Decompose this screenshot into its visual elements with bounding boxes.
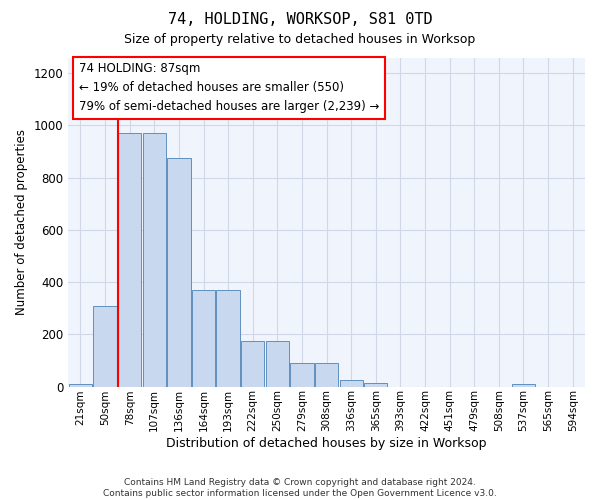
Bar bbox=[167, 158, 191, 386]
Bar bbox=[143, 133, 166, 386]
Bar bbox=[192, 290, 215, 386]
Bar bbox=[290, 363, 314, 386]
Bar bbox=[69, 384, 92, 386]
Bar bbox=[241, 341, 265, 386]
Bar bbox=[94, 306, 117, 386]
Y-axis label: Number of detached properties: Number of detached properties bbox=[15, 129, 28, 315]
Bar bbox=[315, 363, 338, 386]
Bar bbox=[340, 380, 363, 386]
Text: 74, HOLDING, WORKSOP, S81 0TD: 74, HOLDING, WORKSOP, S81 0TD bbox=[167, 12, 433, 28]
Bar bbox=[118, 133, 142, 386]
Bar bbox=[266, 341, 289, 386]
Text: Contains HM Land Registry data © Crown copyright and database right 2024.
Contai: Contains HM Land Registry data © Crown c… bbox=[103, 478, 497, 498]
Text: 74 HOLDING: 87sqm
← 19% of detached houses are smaller (550)
79% of semi-detache: 74 HOLDING: 87sqm ← 19% of detached hous… bbox=[79, 62, 379, 114]
Text: Size of property relative to detached houses in Worksop: Size of property relative to detached ho… bbox=[124, 32, 476, 46]
Bar bbox=[217, 290, 240, 386]
X-axis label: Distribution of detached houses by size in Worksop: Distribution of detached houses by size … bbox=[166, 437, 487, 450]
Bar bbox=[512, 384, 535, 386]
Bar bbox=[364, 382, 388, 386]
